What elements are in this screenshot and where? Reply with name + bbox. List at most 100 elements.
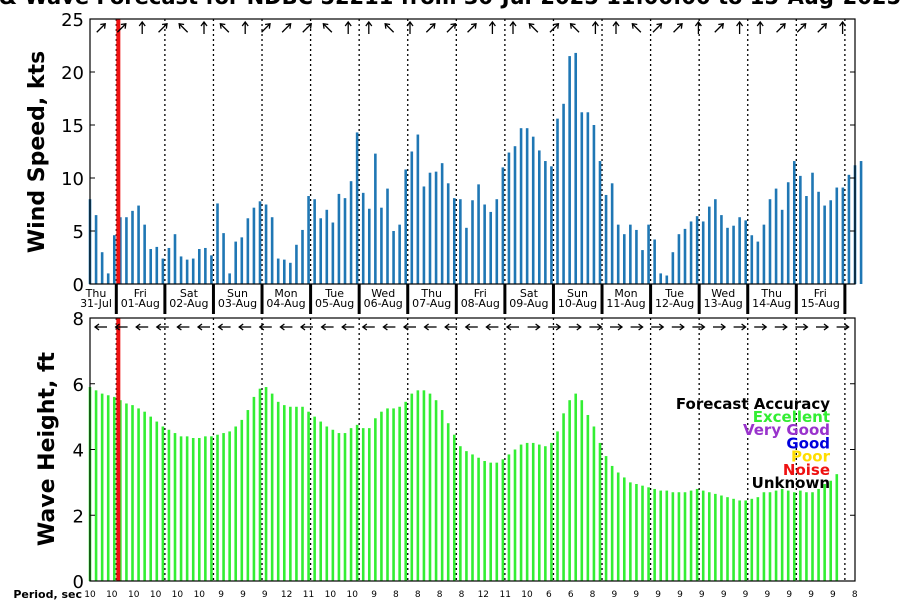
wave-bar <box>531 442 535 581</box>
period-value: 9 <box>218 590 224 600</box>
arrow-head <box>196 323 203 331</box>
arrow-head <box>631 22 638 29</box>
direction-arrow-icon <box>258 323 272 331</box>
arrow-shaft <box>528 23 539 33</box>
y-tick-label: 4 <box>73 441 84 462</box>
arrow-head <box>823 323 830 331</box>
wave-bar <box>786 490 790 581</box>
wave-bar <box>380 411 383 581</box>
wave-bar <box>610 465 614 581</box>
arrow-head <box>756 20 764 27</box>
arrow-head <box>450 22 457 29</box>
wind-plot-frame <box>89 18 856 285</box>
wave-bar <box>799 490 802 581</box>
wind-bar <box>835 187 839 284</box>
direction-arrow-icon <box>774 323 788 331</box>
wind-bar <box>513 146 517 284</box>
arrow-head <box>464 323 471 331</box>
wind-axis-label: Wind Speed, kts <box>25 51 50 253</box>
wave-bar <box>167 429 171 581</box>
direction-arrow-icon <box>714 22 725 33</box>
wave-bar <box>580 400 584 581</box>
wave-bar <box>143 411 146 581</box>
wind-bar <box>677 234 681 284</box>
arrow-head <box>138 20 146 27</box>
direction-arrow-icon <box>505 323 519 331</box>
wind-bar <box>519 128 523 284</box>
arrow-head <box>238 323 244 331</box>
period-value: 9 <box>633 590 639 600</box>
period-value: 8 <box>393 590 399 600</box>
wave-bar <box>544 446 547 581</box>
wind-bar <box>131 210 134 284</box>
wind-bar <box>786 182 790 284</box>
day-date-label: 03-Aug <box>218 297 257 310</box>
wind-bar <box>173 234 177 284</box>
wind-bar <box>622 234 626 284</box>
wave-bar <box>811 492 814 581</box>
arrow-shaft <box>281 23 292 33</box>
wind-bar <box>416 134 420 284</box>
wind-bar <box>191 258 195 284</box>
wind-bar <box>750 235 754 284</box>
direction-arrow-icon <box>341 323 355 331</box>
wave-bar <box>119 400 122 581</box>
arrow-head <box>782 323 788 331</box>
period-value: 10 <box>194 590 206 600</box>
wind-bar <box>562 103 565 284</box>
wind-bar <box>568 56 571 284</box>
day-name-label: Sat <box>520 287 539 300</box>
y-tick-label: 0 <box>73 275 84 296</box>
day-date-label: 13-Aug <box>704 297 743 310</box>
direction-arrow-icon <box>509 20 517 34</box>
arrow-head <box>612 20 620 27</box>
direction-arrow-icon <box>93 323 107 331</box>
wind-bar <box>440 163 444 284</box>
wave-bar <box>149 416 153 582</box>
day-name-label: Mon <box>274 287 297 300</box>
arrow-head <box>135 323 141 331</box>
arrow-head <box>694 20 702 27</box>
wind-bar <box>768 199 772 284</box>
wind-bar <box>695 216 699 284</box>
wind-bar <box>641 250 644 284</box>
direction-arrow-icon <box>446 22 457 33</box>
wave-bar <box>313 416 316 582</box>
arrow-head <box>93 323 100 331</box>
day-date-label: 06-Aug <box>364 297 403 310</box>
wind-bar <box>574 52 578 284</box>
period-value: 10 <box>325 590 337 600</box>
arrow-head <box>505 323 512 331</box>
arrow-head <box>406 20 414 27</box>
direction-arrow-icon <box>406 20 414 34</box>
direction-arrow-icon <box>116 22 127 33</box>
direction-arrow-icon <box>361 323 375 331</box>
arrow-head <box>217 323 223 331</box>
period-value: 9 <box>699 590 705 600</box>
arrow-head <box>285 22 292 29</box>
wind-bar <box>337 193 341 284</box>
wave-bar <box>155 421 159 581</box>
wind-bar <box>531 136 535 284</box>
wave-bar <box>695 488 699 581</box>
day-name-label: Wed <box>711 287 735 300</box>
wind-bar <box>112 235 116 284</box>
wind-bar <box>386 188 389 284</box>
arrow-shaft <box>714 23 724 33</box>
wave-bar <box>185 436 189 581</box>
period-value: 6 <box>546 590 552 600</box>
arrow-shaft <box>796 23 807 33</box>
wind-bar <box>592 125 596 284</box>
y-tick-label: 20 <box>61 63 84 84</box>
wave-bar <box>386 408 389 581</box>
day-name-label: Mon <box>614 287 637 300</box>
period-value: 8 <box>459 590 465 600</box>
wind-bar <box>544 161 547 284</box>
wave-bar <box>835 474 839 581</box>
arrow-head <box>617 323 624 331</box>
wave-bar <box>477 457 480 581</box>
arrow-head <box>162 22 168 29</box>
wind-bar <box>525 128 529 284</box>
wind-bar <box>204 247 207 284</box>
